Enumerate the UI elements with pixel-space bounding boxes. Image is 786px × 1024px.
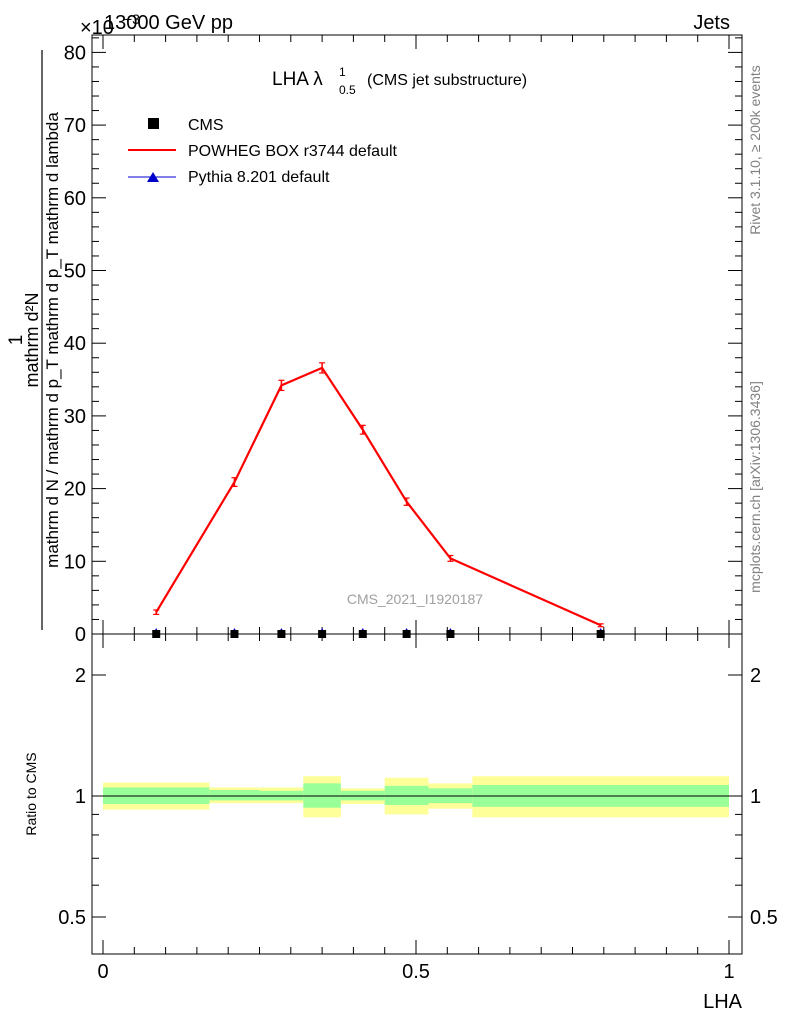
main-ytick-label: 10 (64, 551, 86, 573)
y-multiplier-base: ×10 (80, 17, 114, 39)
y-multiplier-exponent: −3 (124, 11, 140, 27)
y-axis-numerator-one: 1 (6, 335, 27, 346)
ratio-ytick-label-left: 1 (75, 786, 86, 808)
side-label-rivet: Rivet 3.1.10, ≥ 200k events (747, 65, 763, 235)
x-tick-label: 1 (723, 961, 734, 983)
cms-data-point (230, 630, 239, 638)
cms-data-point (446, 630, 455, 638)
ratio-ytick-label-left: 0.5 (58, 907, 86, 929)
y-axis-denominator: mathrm d N / mathrm d p_T mathrm d p_T m… (43, 112, 62, 568)
cms-data-point (318, 630, 327, 638)
legend: CMS POWHEG BOX r3744 default Pythia 8.20… (128, 117, 398, 186)
legend-pythia-label: Pythia 8.201 default (188, 169, 330, 186)
ratio-axis-ticks: 0.5 0.5 1 1 2 2 (58, 665, 778, 929)
header-energy: 13000 GeV pp (104, 12, 233, 34)
main-ytick-label: 80 (64, 42, 86, 64)
main-ytick-label: 70 (64, 115, 86, 137)
ratio-y-axis-label: Ratio to CMS (23, 752, 39, 835)
main-ytick-label: 30 (64, 406, 86, 428)
y-axis-label-fraction: mathrm d²N mathrm d N / mathrm d p_T mat… (22, 50, 62, 630)
y-axis-numerator: mathrm d²N (22, 292, 42, 387)
plot-title-superscript: 1 (339, 65, 346, 79)
x-tick-label: 0 (97, 961, 108, 983)
ratio-band-inner-5 (384, 785, 429, 805)
plot-title-note: (CMS jet substructure) (367, 72, 527, 89)
powheg-line (155, 366, 602, 627)
main-ytick-label: 50 (64, 261, 86, 283)
cms-data-point (277, 630, 286, 638)
main-axis-ticks: 0 10 20 30 40 50 60 70 80 (64, 37, 742, 646)
cms-data-point (358, 630, 367, 638)
legend-powheg-label: POWHEG BOX r3744 default (188, 143, 398, 160)
x-tick-label: 0.5 (402, 961, 430, 983)
legend-cms-marker (148, 118, 159, 129)
ratio-panel-frame (91, 633, 743, 955)
series-layer (152, 362, 605, 638)
x-axis-ticks: 0 0.5 1 (97, 35, 735, 983)
ratio-ytick-label-left: 2 (75, 665, 86, 687)
ratio-bands (103, 776, 729, 818)
side-label-mcplots: mcplots.cern.ch [arXiv:1306.3436] (747, 381, 763, 593)
plot-title-main: LHA λ (272, 69, 323, 90)
legend-cms-label: CMS (188, 117, 224, 134)
ratio-ytick-label-right: 1 (750, 786, 761, 808)
main-ytick-label: 40 (64, 333, 86, 355)
cms-data-point (402, 630, 411, 638)
ratio-ytick-label-right: 2 (750, 665, 761, 687)
plot-title-subscript: 0.5 (339, 83, 356, 97)
analysis-watermark: CMS_2021_I1920187 (347, 591, 483, 607)
main-ytick-label: 60 (64, 188, 86, 210)
cms-data-point (596, 630, 605, 638)
main-ytick-label: 20 (64, 479, 86, 501)
cms-data-point (152, 630, 161, 638)
main-ytick-label: 0 (75, 624, 86, 646)
ratio-ytick-label-right: 0.5 (750, 907, 778, 929)
legend-pythia-marker (147, 172, 159, 182)
ratio-band-inner-1 (209, 789, 260, 801)
x-axis-label: LHA (703, 991, 743, 1013)
header-category: Jets (693, 12, 730, 34)
